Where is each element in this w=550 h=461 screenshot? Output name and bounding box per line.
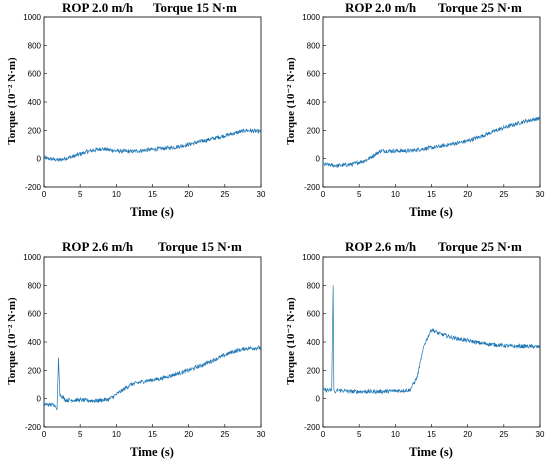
axes-frame (322, 256, 541, 428)
y-tick-label: 400 (307, 338, 321, 347)
y-tick-label: 200 (307, 366, 321, 375)
x-tick-label: 10 (391, 190, 400, 199)
x-tick-label: 20 (463, 430, 472, 439)
y-axis-label: Torque (10⁻² N·m) (6, 297, 18, 385)
y-tick-label: 1000 (302, 253, 320, 262)
x-tick-label: 20 (184, 430, 193, 439)
series-line (43, 345, 262, 411)
x-tick-label: 10 (391, 430, 400, 439)
panel-title-torque: Torque 15 N·m (153, 0, 237, 15)
x-tick-label: 20 (184, 190, 193, 199)
y-tick-label: 400 (28, 98, 42, 107)
series-line (43, 127, 262, 163)
x-tick-label: 30 (536, 190, 545, 199)
y-tick-label: 400 (28, 338, 42, 347)
x-axis-label: Time (s) (409, 445, 453, 459)
x-axis-label: Time (s) (409, 205, 453, 219)
y-axis-label: Torque (10⁻² N·m) (6, 57, 18, 145)
y-tick-label: 200 (28, 126, 42, 135)
y-tick-label: 0 (316, 395, 321, 404)
y-tick-label: 200 (28, 366, 42, 375)
x-tick-label: 30 (257, 190, 266, 199)
y-tick-label: 600 (28, 310, 42, 319)
x-tick-label: 0 (321, 190, 326, 199)
x-tick-label: 10 (112, 430, 121, 439)
x-tick-label: 15 (427, 430, 436, 439)
x-tick-label: 20 (463, 190, 472, 199)
series-line (322, 116, 541, 169)
x-tick-label: 0 (42, 190, 47, 199)
panel-top-right: ROP 2.0 m/h Torque 25 N·m -2000200400600… (285, 0, 545, 219)
x-tick-label: 15 (148, 430, 157, 439)
y-tick-label: 600 (307, 310, 321, 319)
axes-frame (322, 16, 541, 188)
y-tick-label: 400 (307, 98, 321, 107)
y-tick-label: 600 (28, 70, 42, 79)
y-axis-label: Torque (10⁻² N·m) (285, 57, 297, 145)
y-tick-label: 1000 (302, 13, 320, 22)
x-tick-label: 5 (357, 190, 362, 199)
x-tick-label: 0 (42, 430, 47, 439)
panel-title-torque: Torque 15 N·m (158, 239, 242, 254)
y-tick-label: 0 (37, 395, 42, 404)
y-tick-label: 0 (316, 155, 321, 164)
panel-title-torque: Torque 25 N·m (438, 0, 522, 15)
y-tick-label: 800 (307, 281, 321, 290)
panel-title-rop: ROP 2.0 m/h (345, 0, 417, 15)
y-tick-label: 800 (307, 41, 321, 50)
y-tick-label: -200 (25, 423, 42, 432)
x-tick-label: 0 (321, 430, 326, 439)
panel-title-torque: Torque 25 N·m (438, 239, 522, 254)
panel-title-rop: ROP 2.6 m/h (345, 239, 417, 254)
y-tick-label: -200 (25, 183, 42, 192)
panel-title-rop: ROP 2.6 m/h (62, 239, 134, 254)
y-tick-label: -200 (304, 183, 321, 192)
x-tick-label: 15 (148, 190, 157, 199)
x-axis-label: Time (s) (130, 205, 174, 219)
y-tick-label: 200 (307, 126, 321, 135)
x-tick-label: 30 (536, 430, 545, 439)
x-tick-label: 25 (220, 190, 229, 199)
x-tick-label: 5 (78, 190, 83, 199)
panel-bottom-right: ROP 2.6 m/h Torque 25 N·m -2000200400600… (285, 239, 545, 459)
y-tick-label: -200 (304, 423, 321, 432)
x-tick-label: 5 (357, 430, 362, 439)
panel-top-left: ROP 2.0 m/h Torque 15 N·m -2000200400600… (6, 0, 266, 219)
x-tick-label: 10 (112, 190, 121, 199)
x-tick-label: 15 (427, 190, 436, 199)
series-line (322, 285, 541, 395)
y-tick-label: 1000 (23, 13, 41, 22)
x-tick-label: 30 (257, 430, 266, 439)
x-tick-label: 25 (220, 430, 229, 439)
panel-bottom-left: ROP 2.6 m/h Torque 15 N·m -2000200400600… (6, 239, 266, 459)
x-tick-label: 25 (499, 430, 508, 439)
y-tick-label: 600 (307, 70, 321, 79)
axes-frame (43, 16, 262, 188)
y-tick-label: 800 (28, 281, 42, 290)
y-tick-label: 0 (37, 155, 42, 164)
y-axis-label: Torque (10⁻² N·m) (285, 297, 297, 385)
x-tick-label: 5 (78, 430, 83, 439)
y-tick-label: 1000 (23, 253, 41, 262)
panel-title-rop: ROP 2.0 m/h (62, 0, 134, 15)
x-axis-label: Time (s) (130, 445, 174, 459)
y-tick-label: 800 (28, 41, 42, 50)
x-tick-label: 25 (499, 190, 508, 199)
